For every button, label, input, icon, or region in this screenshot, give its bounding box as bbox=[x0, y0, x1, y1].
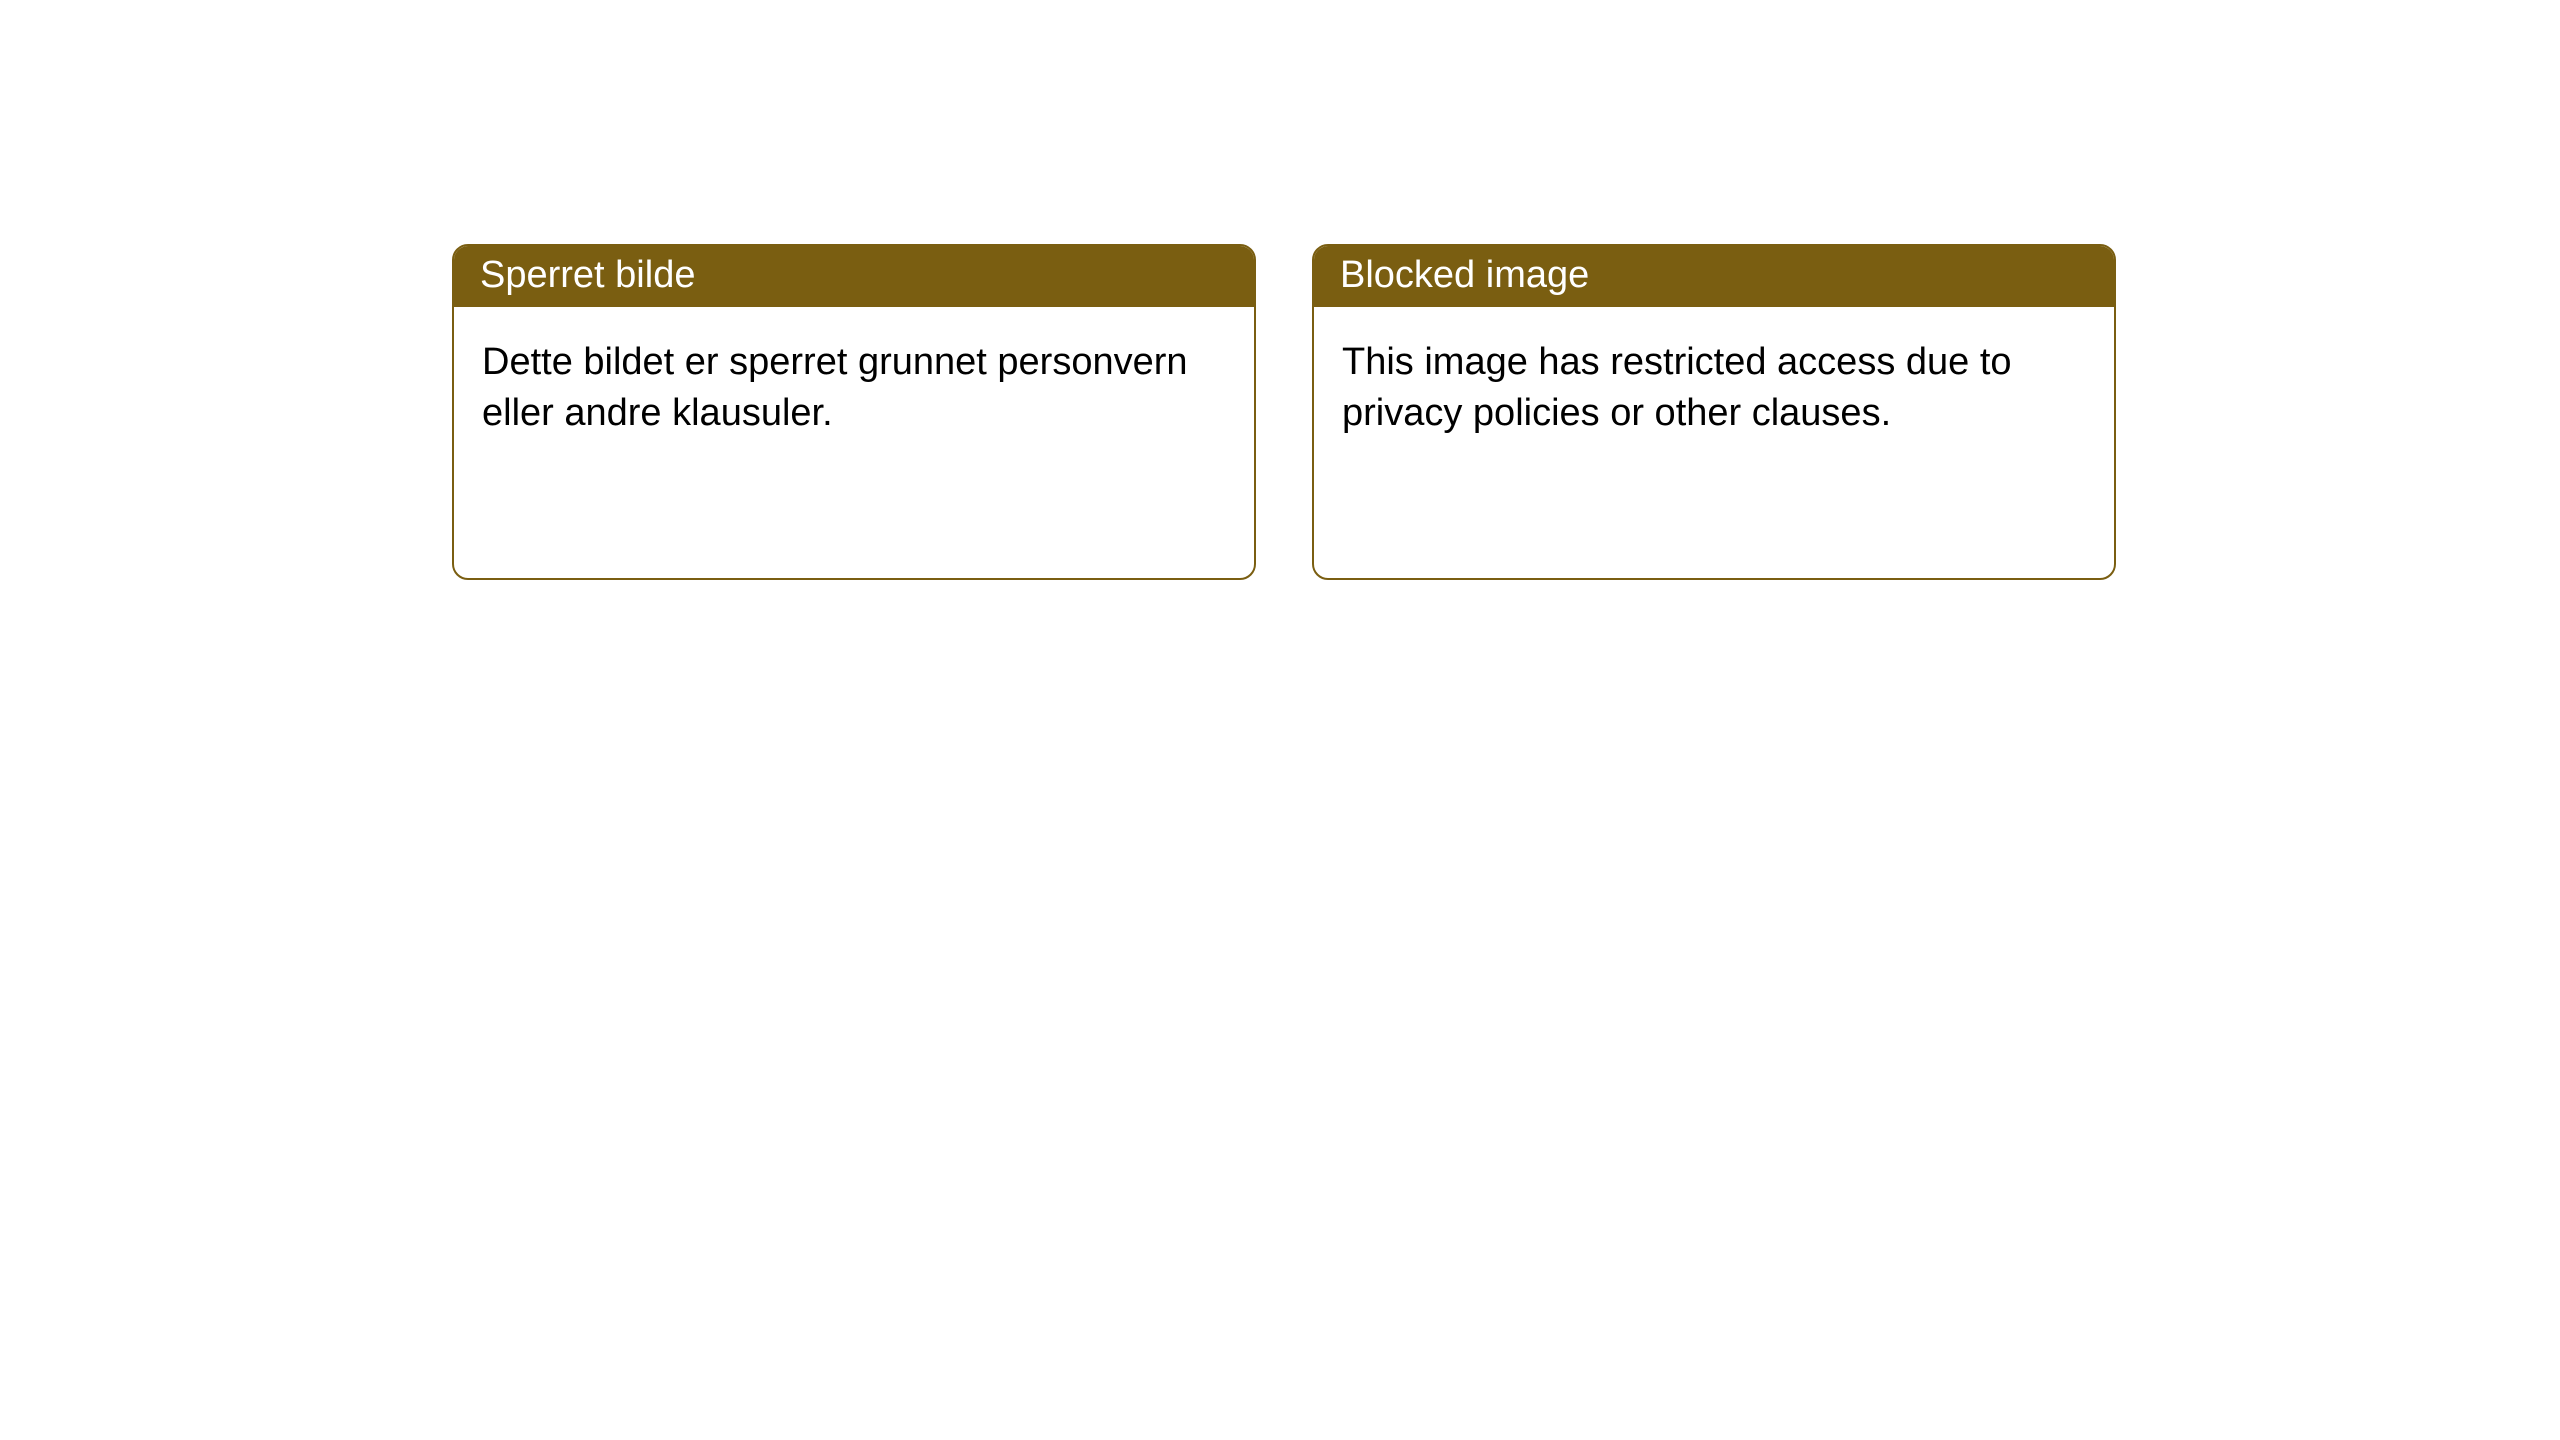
notice-title: Sperret bilde bbox=[480, 254, 695, 296]
notice-header: Blocked image bbox=[1314, 246, 2114, 307]
notice-container: Sperret bilde Dette bildet er sperret gr… bbox=[0, 0, 2560, 580]
notice-card-english: Blocked image This image has restricted … bbox=[1312, 244, 2116, 580]
notice-title: Blocked image bbox=[1340, 254, 1589, 296]
notice-header: Sperret bilde bbox=[454, 246, 1254, 307]
notice-card-norwegian: Sperret bilde Dette bildet er sperret gr… bbox=[452, 244, 1256, 580]
notice-body: This image has restricted access due to … bbox=[1314, 307, 2114, 470]
notice-body: Dette bildet er sperret grunnet personve… bbox=[454, 307, 1254, 470]
notice-message: Dette bildet er sperret grunnet personve… bbox=[482, 341, 1188, 434]
notice-message: This image has restricted access due to … bbox=[1342, 341, 2012, 434]
